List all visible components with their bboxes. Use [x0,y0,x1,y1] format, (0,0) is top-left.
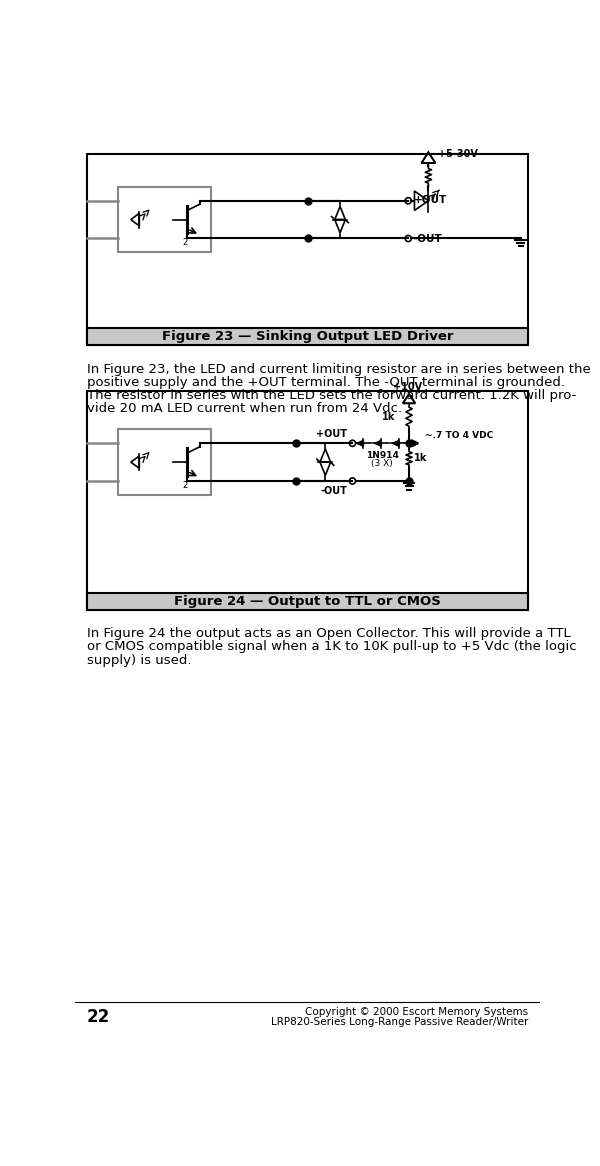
Text: 2: 2 [182,480,188,490]
Text: positive supply and the +OUT terminal. The -OUT terminal is grounded.: positive supply and the +OUT terminal. T… [86,377,565,389]
Text: +10V: +10V [393,381,422,392]
Text: +OUT: +OUT [413,195,447,205]
Text: Figure 24 — Output to TTL or CMOS: Figure 24 — Output to TTL or CMOS [174,596,441,609]
Text: 1k: 1k [413,454,427,463]
Bar [86,154,529,345]
Text: In Figure 23, the LED and current limiting resistor are in series between the: In Figure 23, the LED and current limiti… [86,364,590,377]
Text: (3 X): (3 X) [371,459,393,469]
Polygon shape [393,441,399,447]
Text: Figure 23 — Sinking Output LED Driver: Figure 23 — Sinking Output LED Driver [162,330,453,343]
Text: ~.7 TO 4 VDC: ~.7 TO 4 VDC [425,431,493,441]
Polygon shape [357,441,364,447]
Text: +5-30V: +5-30V [439,149,478,159]
Text: or CMOS compatible signal when a 1K to 10K pull-up to +5 Vdc (the logic: or CMOS compatible signal when a 1K to 1… [86,640,576,653]
Text: -OUT: -OUT [320,486,347,496]
Bar [86,391,529,610]
Bar [118,187,211,252]
Text: In Figure 24 the output acts as an Open Collector. This will provide a TTL: In Figure 24 the output acts as an Open … [86,627,571,640]
Polygon shape [375,441,381,447]
Text: 1k: 1k [382,412,395,422]
Bar [118,429,211,494]
Text: vide 20 mA LED current when run from 24 Vdc.: vide 20 mA LED current when run from 24 … [86,402,402,415]
Bar [86,593,529,610]
Text: Copyright © 2000 Escort Memory Systems: Copyright © 2000 Escort Memory Systems [305,1007,529,1017]
Text: 22: 22 [86,1009,110,1026]
Text: -OUT: -OUT [413,234,442,244]
Text: The resistor in series with the LED sets the forward current. 1.2K will pro-: The resistor in series with the LED sets… [86,389,576,402]
Text: 1N914: 1N914 [366,451,399,461]
Text: +OUT: +OUT [316,429,347,438]
Text: supply) is used.: supply) is used. [86,653,191,667]
Text: 2: 2 [182,238,188,247]
Bar [86,328,529,345]
Text: LRP820-Series Long-Range Passive Reader/Writer: LRP820-Series Long-Range Passive Reader/… [271,1017,529,1027]
